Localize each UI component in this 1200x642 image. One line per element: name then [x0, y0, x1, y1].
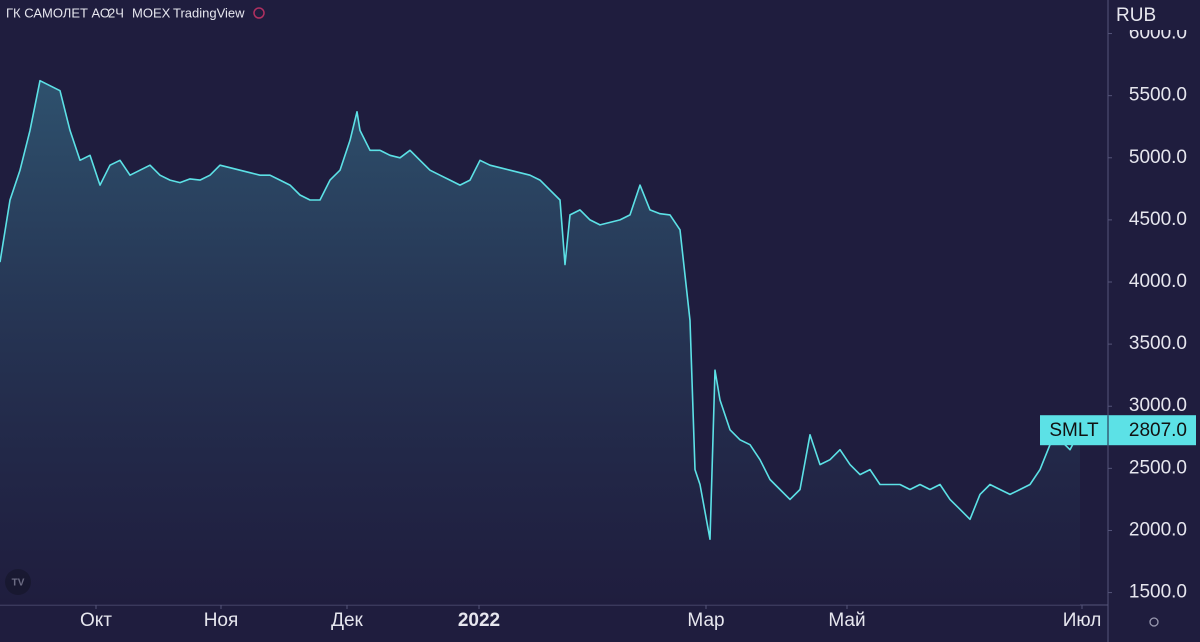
y-tick-label: 4500.0: [1129, 209, 1187, 230]
symbol: ГК САМОЛЕТ АО: [6, 5, 110, 20]
x-tick-label: Мар: [687, 610, 724, 631]
exchange: MOEX: [132, 5, 171, 20]
price-tag-name: SMLT: [1049, 420, 1099, 441]
interval: 2Ч: [108, 5, 124, 20]
y-tick-label: 4000.0: [1129, 271, 1187, 292]
x-tick-label: Май: [828, 610, 865, 631]
y-tick-label: 2000.0: [1129, 519, 1187, 540]
x-tick-label: Ноя: [204, 610, 239, 631]
y-tick-label: 3000.0: [1129, 395, 1187, 416]
status-icon: [253, 7, 265, 19]
y-tick-label: 5500.0: [1129, 85, 1187, 106]
x-tick-label: Дек: [331, 610, 363, 631]
area: [0, 80, 1080, 605]
price-tag: [1040, 415, 1196, 446]
currency: RUB: [1116, 5, 1156, 26]
x-tick-label: Июл: [1063, 610, 1102, 631]
y-tick-label: 1500.0: [1129, 582, 1187, 603]
y-tick-label: 3500.0: [1129, 333, 1187, 354]
price-tag-label: 2807.0: [1129, 420, 1187, 441]
source: TradingView: [173, 5, 245, 20]
x-tick-label: Окт: [80, 610, 112, 631]
y-tick-label: 2500.0: [1129, 457, 1187, 478]
settings-icon[interactable]: [1149, 617, 1159, 627]
currency-bg: [1110, 0, 1200, 30]
x-tick-label: 2022: [458, 610, 500, 631]
line: [0, 79, 1081, 540]
y-tick-label: 5000.0: [1129, 147, 1187, 168]
